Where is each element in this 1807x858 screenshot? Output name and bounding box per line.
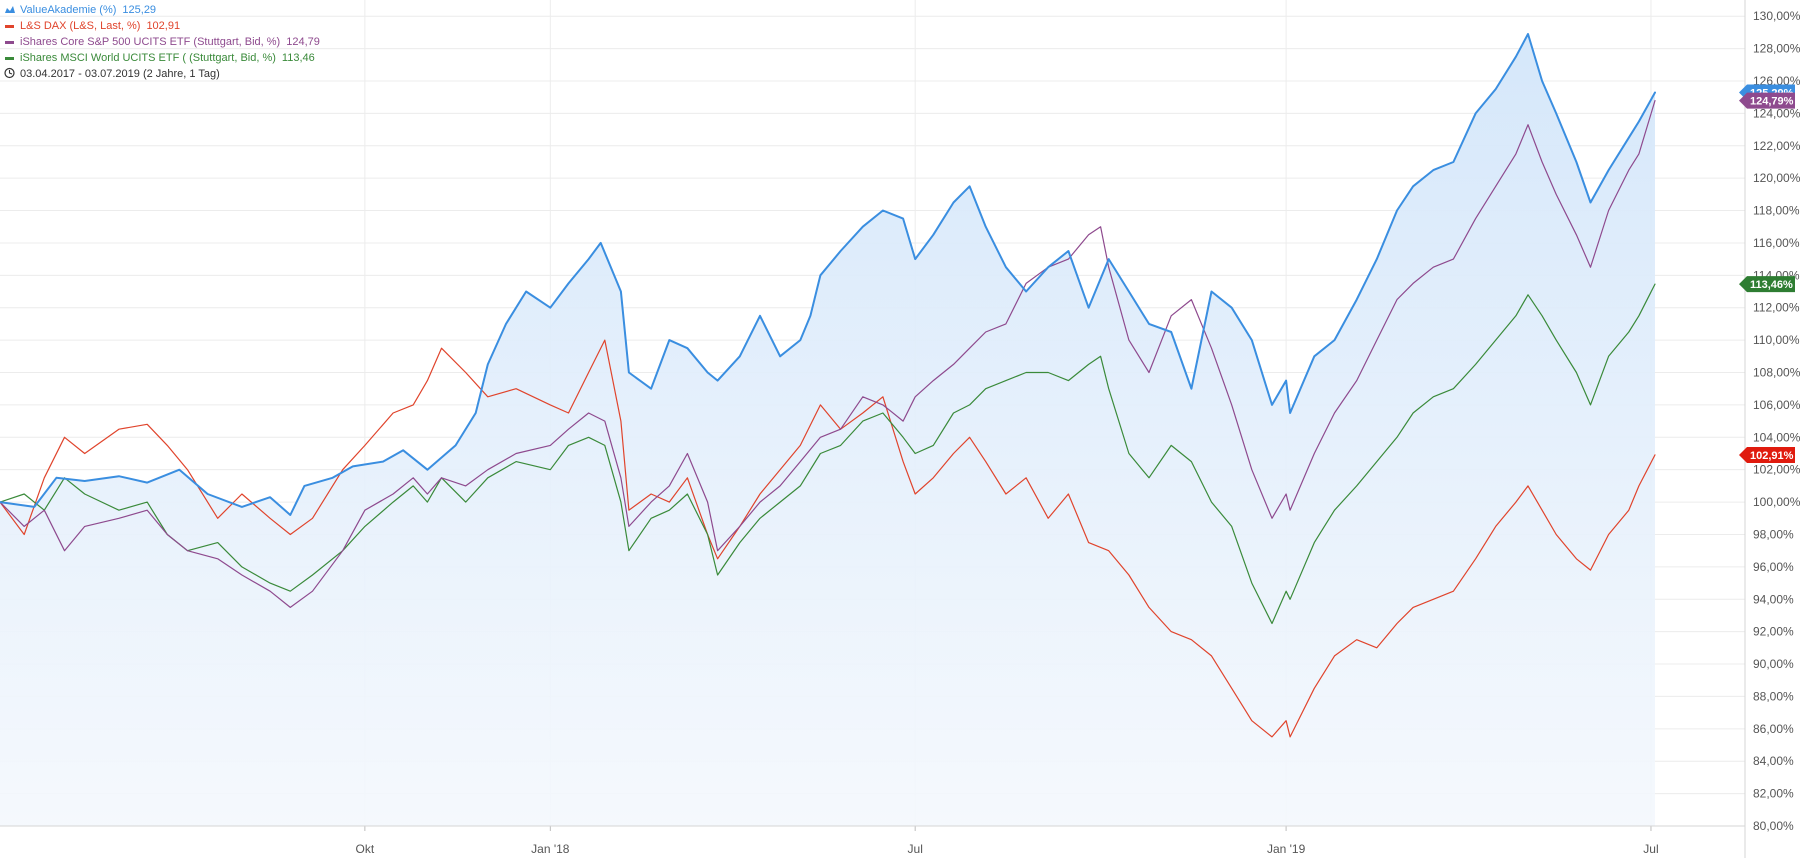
y-tick-label: 124,00% — [1753, 106, 1801, 120]
value-badge-shape — [1739, 276, 1795, 293]
legend-series-name: iShares MSCI World UCITS ETF ( (Stuttgar… — [20, 52, 276, 64]
legend-label: iShares Core S&P 500 UCITS ETF (Stuttgar… — [20, 36, 320, 48]
y-tick-label: 130,00% — [1753, 9, 1801, 23]
series-line-2 — [0, 100, 1656, 608]
legend-label: L&S DAX (L&S, Last, %) 102,91 — [20, 20, 180, 32]
legend-item[interactable]: iShares MSCI World UCITS ETF ( (Stuttgar… — [5, 52, 315, 64]
x-tick-label: Jul — [1643, 842, 1658, 856]
x-tick-label: Jan '18 — [531, 842, 570, 856]
period-label: 03.04.2017 - 03.07.2019 (2 Jahre, 1 Tag) — [20, 68, 220, 80]
legend-series-name: L&S DAX (L&S, Last, %) — [20, 20, 140, 32]
area-chart-icon — [5, 6, 15, 13]
legend-item[interactable]: ValueAkademie (%) 125,29 — [5, 4, 156, 16]
value-badge: 102,91% — [1739, 446, 1795, 463]
y-axis: 80,00% 82,00% 84,00% 86,00% 88,00% 90,00% 92,0… — [1744, 0, 1801, 858]
legend-series-value: 124,79 — [286, 36, 320, 48]
value-badge: 124,79% — [1739, 92, 1795, 109]
y-tick-label: 120,00% — [1753, 171, 1801, 185]
y-tick-label: 84,00% — [1753, 754, 1794, 768]
series-layer — [0, 33, 1656, 738]
y-tick-label: 80,00% — [1753, 819, 1794, 833]
value-badge-shape — [1739, 92, 1795, 109]
value-badges: 125,29%124,79%113,46%102,91% — [1739, 84, 1795, 463]
y-tick-label: 100,00% — [1753, 495, 1801, 509]
legend-series-value: 125,29 — [122, 4, 156, 16]
y-tick-label: 110,00% — [1753, 333, 1800, 347]
y-tick-label: 88,00% — [1753, 689, 1794, 703]
x-tick-label: Okt — [356, 842, 375, 856]
y-tick-label: 106,00% — [1753, 398, 1801, 412]
y-tick-label: 104,00% — [1753, 430, 1801, 444]
series-line-0 — [0, 33, 1656, 516]
y-tick-label: 92,00% — [1753, 625, 1794, 639]
y-tick-label: 128,00% — [1753, 42, 1801, 56]
legend-series-value: 102,91 — [146, 20, 180, 32]
y-tick-label: 98,00% — [1753, 527, 1794, 541]
legend-label: iShares MSCI World UCITS ETF ( (Stuttgar… — [20, 52, 315, 64]
series-line-1 — [0, 339, 1656, 738]
clock-icon — [4, 67, 15, 79]
legend-label: ValueAkademie (%) 125,29 — [20, 4, 156, 16]
y-tick-label: 122,00% — [1753, 139, 1801, 153]
line-dash-icon — [5, 25, 14, 28]
legend: ValueAkademie (%) 125,29 L&S DAX (L&S, Las… — [4, 4, 320, 80]
series-area-0 — [0, 34, 1655, 826]
x-tick-label: Jul — [908, 842, 923, 856]
y-tick-label: 94,00% — [1753, 592, 1794, 606]
y-tick-label: 86,00% — [1753, 722, 1794, 736]
period-row: 03.04.2017 - 03.07.2019 (2 Jahre, 1 Tag) — [4, 67, 220, 80]
line-dash-icon — [5, 57, 14, 60]
y-tick-label: 96,00% — [1753, 560, 1794, 574]
value-badge-label: 113,46% — [1750, 279, 1793, 291]
value-badge-label: 102,91% — [1750, 450, 1794, 462]
y-tick-label: 102,00% — [1753, 463, 1801, 477]
y-tick-label: 112,00% — [1753, 301, 1800, 315]
legend-series-value: 113,46 — [282, 52, 315, 64]
y-tick-label: 116,00% — [1753, 236, 1800, 250]
legend-series-name: iShares Core S&P 500 UCITS ETF (Stuttgar… — [20, 36, 280, 48]
value-badge-label: 124,79% — [1750, 96, 1794, 108]
x-axis: Okt Jan '18 Jul Jan '19 Jul — [0, 825, 1745, 856]
legend-item[interactable]: L&S DAX (L&S, Last, %) 102,91 — [5, 20, 180, 32]
area-fill-layer — [0, 34, 1655, 826]
x-tick-label: Jan '19 — [1267, 842, 1306, 856]
legend-series-name: ValueAkademie (%) — [20, 4, 116, 16]
line-dash-icon — [5, 41, 14, 44]
y-tick-label: 90,00% — [1753, 657, 1794, 671]
value-badge-shape — [1739, 446, 1795, 463]
value-badge: 113,46% — [1739, 276, 1795, 293]
legend-item[interactable]: iShares Core S&P 500 UCITS ETF (Stuttgar… — [5, 36, 320, 48]
y-tick-label: 118,00% — [1753, 204, 1800, 218]
y-tick-label: 108,00% — [1753, 366, 1801, 380]
y-tick-label: 82,00% — [1753, 787, 1794, 801]
